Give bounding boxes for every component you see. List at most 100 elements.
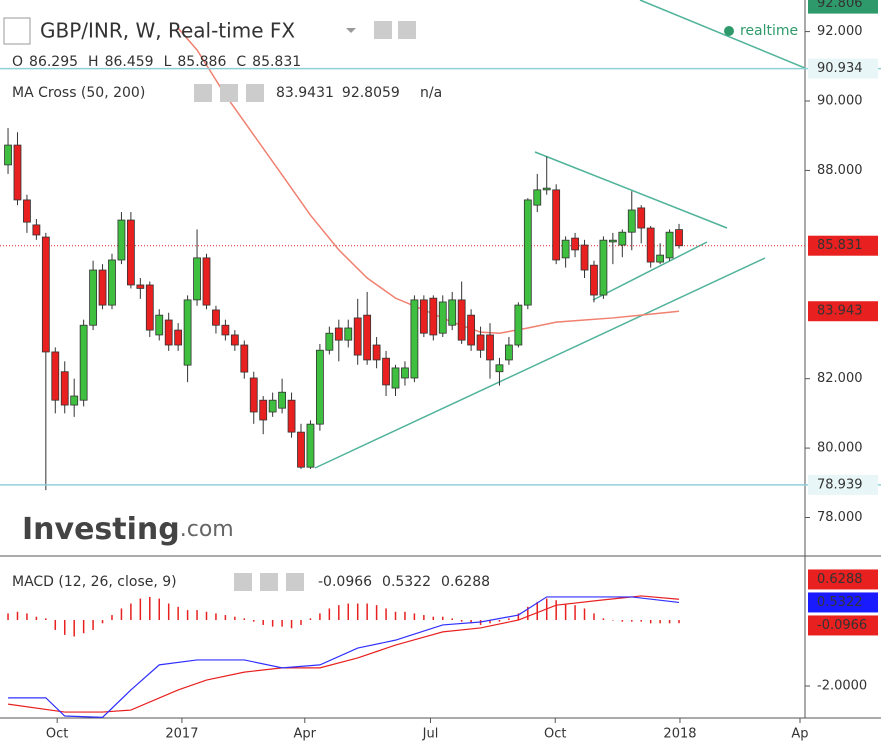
brand: Investing.com [22,512,234,547]
candle-body [353,317,362,356]
histogram-bar [186,610,189,621]
histogram-bar [92,620,94,630]
macd-line [8,596,680,718]
price-label-box [808,58,878,79]
candle-body [249,377,258,413]
histogram-bar [309,618,312,621]
candle-body [438,301,447,334]
histogram-bar [158,598,160,621]
macd-title: MACD (12, 26, close, 9) [12,574,177,590]
ohlc-key: L [164,54,172,70]
candle-body [665,231,674,259]
histogram-bar [338,605,340,621]
candle-body [344,327,353,341]
ohlc-value: 85.886 [177,54,226,70]
ohlc-value: 85.831 [252,54,301,70]
candle-body [117,219,126,261]
candle-body [486,334,494,361]
candle-body [230,334,239,346]
eye-icon[interactable] [234,573,252,591]
y-tick-label: -2.0000 [817,678,867,693]
candle-body [523,199,532,306]
candle-body [334,327,343,341]
histogram-bar [177,606,179,621]
candle-body [108,259,116,306]
histogram-bar [593,613,595,621]
histogram-bar [404,611,406,621]
histogram-bar [423,615,425,621]
histogram-bar [442,616,444,621]
collapse-icon[interactable] [3,17,31,45]
candle-body [514,304,523,346]
histogram-bar [243,618,246,621]
price-label-box [808,0,878,14]
ohlc-value: 86.295 [29,54,78,70]
candle-body [145,284,154,331]
eye-icon[interactable] [374,21,392,39]
candle-body [193,257,201,301]
ohlc-key: C [236,54,246,70]
candle-body [505,344,513,361]
histogram-bar [470,620,472,624]
histogram-bar [347,603,350,621]
histogram-bar [356,603,359,621]
candle-body [202,257,211,306]
histogram-bar [678,620,680,624]
histogram-bar [385,608,387,621]
eye-icon[interactable] [194,84,212,102]
candle-body [580,244,589,271]
histogram-bar [375,605,378,621]
x-tick-label: Ap [791,727,808,742]
histogram-bar [460,620,463,622]
macd-legend-value: 0.6288 [441,574,490,590]
macd-legend-value: 0.5322 [382,574,431,590]
candle-body [89,269,97,326]
histogram-bar [224,615,227,621]
dropdown[interactable] [346,28,356,33]
candle-body [419,299,428,334]
macd-label-box [808,569,878,590]
candle-body [552,189,561,261]
histogram-bar [7,613,9,621]
candle-body [542,187,551,191]
candle-body [13,144,22,201]
x-tick-label: 2017 [165,727,198,742]
histogram-bar [63,620,66,635]
price-label-box [808,235,878,256]
histogram-bar [498,620,501,622]
histogram-bar [508,618,510,621]
histogram-bar [149,596,151,621]
y-tick-label: 80.000 [817,441,863,456]
realtime-dot [724,26,734,36]
histogram-bar [16,611,19,621]
candle-body [259,399,268,421]
histogram-bar [290,620,293,629]
candle-body [70,395,79,406]
candle-body [79,324,88,401]
x-tick-label: Oct [46,727,68,742]
candle-body [287,399,296,433]
candle-body [174,329,183,346]
histogram-bar [130,603,132,621]
candle-body [363,314,372,361]
close-icon[interactable] [246,84,264,102]
close-icon[interactable] [286,573,304,591]
ohlc-key: O [12,54,23,70]
candle-body [126,219,135,286]
candle-body [618,231,627,246]
price-label: 92.806 [817,0,863,11]
settings-icon[interactable] [398,21,416,39]
settings-icon[interactable] [260,573,278,591]
candle-body [32,224,41,236]
candle-body [268,399,277,413]
candle-body [41,236,50,353]
trendline [534,151,728,229]
price-label-box [808,474,878,495]
settings-icon[interactable] [220,84,238,102]
indicator-value: 83.9431 [276,85,334,101]
x-tick-label: Oct [544,727,566,742]
candle-body [599,239,608,296]
macd-pane [7,595,680,718]
histogram-bar [649,620,652,624]
